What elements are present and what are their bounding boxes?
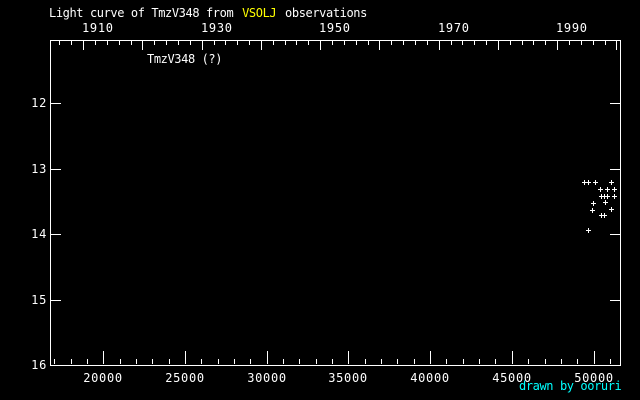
observation-point-marker xyxy=(598,187,603,192)
mag-tick-label: 16 xyxy=(31,358,47,372)
observation-point-marker xyxy=(605,194,610,199)
jd-tick-label: 40000 xyxy=(410,371,450,385)
observation-point-marker xyxy=(612,187,617,192)
credit-text: drawn by ooruri xyxy=(519,379,622,393)
jd-tick-label: 20000 xyxy=(83,371,123,385)
bottom-axis-labels: 20000 25000 30000 35000 40000 45000 50000 xyxy=(83,371,614,385)
jd-tick-label: 45000 xyxy=(492,371,532,385)
observation-point-marker xyxy=(599,213,604,218)
observation-point-marker xyxy=(603,200,608,205)
observation-point-marker xyxy=(602,213,607,218)
plot-frame xyxy=(50,40,621,366)
year-tick-label: 1970 xyxy=(438,21,470,35)
observation-point-marker xyxy=(591,201,596,206)
observation-point-marker xyxy=(609,180,614,185)
observation-point-marker xyxy=(605,187,610,192)
star-name-annotation: TmzV348 (?) xyxy=(147,52,223,66)
y-axis-labels: 12 13 14 15 16 xyxy=(31,96,47,372)
observation-point-marker xyxy=(586,228,591,233)
data-points xyxy=(582,180,617,233)
top-axis-ticks xyxy=(59,41,617,50)
mag-tick-label: 12 xyxy=(31,96,47,110)
observation-point-marker xyxy=(593,180,598,185)
mag-tick-label: 15 xyxy=(31,293,47,307)
chart-title-pre: Light curve of TmzV348 from xyxy=(49,6,241,20)
observation-point-marker xyxy=(599,194,604,199)
top-axis-labels: 1910 1930 1950 1970 1990 xyxy=(82,21,588,35)
y-axis-ticks xyxy=(51,103,620,366)
observation-point-marker xyxy=(586,180,591,185)
bottom-axis-ticks xyxy=(54,351,611,364)
observation-point-marker xyxy=(609,207,614,212)
year-tick-label: 1930 xyxy=(201,21,233,35)
chart-title-post: observations xyxy=(278,6,367,20)
year-tick-label: 1950 xyxy=(319,21,351,35)
year-tick-label: 1910 xyxy=(82,21,114,35)
observation-point-marker xyxy=(590,208,595,213)
vsolj-label: VSOLJ xyxy=(242,6,277,20)
observation-point-marker xyxy=(612,194,617,199)
observation-point-marker xyxy=(602,194,607,199)
jd-tick-label: 25000 xyxy=(165,371,205,385)
mag-tick-label: 14 xyxy=(31,227,47,241)
observation-point-marker xyxy=(582,180,587,185)
jd-tick-label: 50000 xyxy=(574,371,614,385)
chart-title: Light curve of TmzV348 from VSOLJ observ… xyxy=(49,6,367,20)
year-tick-label: 1990 xyxy=(556,21,588,35)
mag-tick-label: 13 xyxy=(31,162,47,176)
jd-tick-label: 35000 xyxy=(328,371,368,385)
jd-tick-label: 30000 xyxy=(247,371,287,385)
